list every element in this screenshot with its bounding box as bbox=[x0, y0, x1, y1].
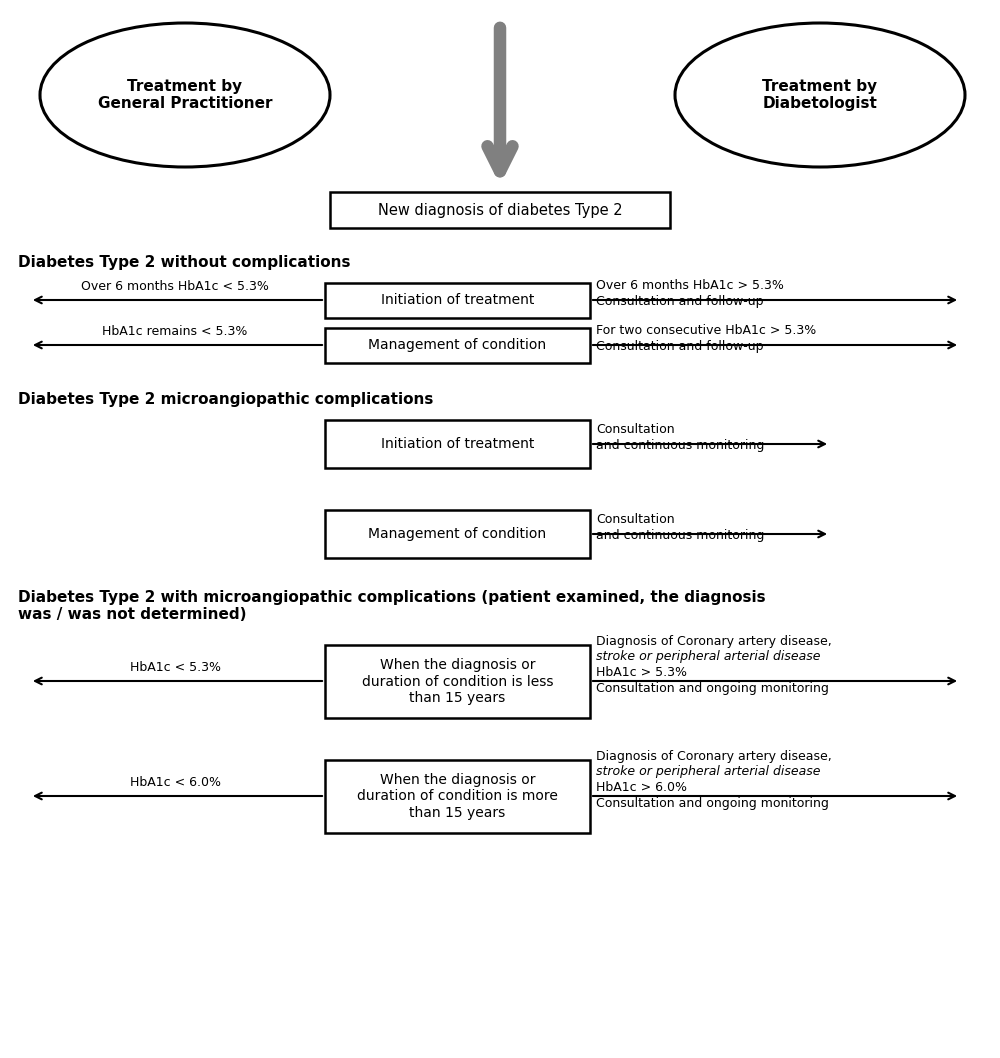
Text: Over 6 months HbA1c > 5.3%: Over 6 months HbA1c > 5.3% bbox=[596, 279, 784, 292]
Text: Diagnosis of Coronary artery disease,: Diagnosis of Coronary artery disease, bbox=[596, 750, 832, 763]
Text: stroke or peripheral arterial disease: stroke or peripheral arterial disease bbox=[596, 765, 820, 778]
Text: Initiation of treatment: Initiation of treatment bbox=[381, 437, 534, 451]
Text: Consultation and follow-up: Consultation and follow-up bbox=[596, 340, 764, 353]
Text: Consultation and ongoing monitoring: Consultation and ongoing monitoring bbox=[596, 797, 829, 810]
Bar bbox=[325, 645, 590, 718]
Bar bbox=[330, 191, 670, 229]
Bar bbox=[325, 510, 590, 558]
Bar bbox=[325, 328, 590, 363]
Text: Consultation and follow-up: Consultation and follow-up bbox=[596, 295, 764, 308]
Text: When the diagnosis or
duration of condition is less
than 15 years: When the diagnosis or duration of condit… bbox=[362, 658, 553, 705]
Text: Consultation: Consultation bbox=[596, 423, 675, 436]
Text: Management of condition: Management of condition bbox=[368, 527, 547, 541]
Text: stroke or peripheral arterial disease: stroke or peripheral arterial disease bbox=[596, 650, 820, 663]
Text: HbA1c > 5.3%: HbA1c > 5.3% bbox=[596, 665, 687, 679]
Text: Over 6 months HbA1c < 5.3%: Over 6 months HbA1c < 5.3% bbox=[81, 280, 269, 293]
Text: Initiation of treatment: Initiation of treatment bbox=[381, 293, 534, 308]
Bar bbox=[325, 282, 590, 318]
Text: Diabetes Type 2 microangiopathic complications: Diabetes Type 2 microangiopathic complic… bbox=[18, 393, 433, 407]
Text: Diabetes Type 2 with microangiopathic complications (patient examined, the diagn: Diabetes Type 2 with microangiopathic co… bbox=[18, 590, 766, 622]
Text: and continuous monitoring: and continuous monitoring bbox=[596, 439, 764, 452]
Text: Treatment by
General Practitioner: Treatment by General Practitioner bbox=[98, 78, 272, 111]
Text: Management of condition: Management of condition bbox=[368, 339, 547, 352]
Text: When the diagnosis or
duration of condition is more
than 15 years: When the diagnosis or duration of condit… bbox=[357, 773, 558, 820]
Text: Consultation: Consultation bbox=[596, 513, 675, 526]
Text: HbA1c > 6.0%: HbA1c > 6.0% bbox=[596, 781, 687, 794]
Text: HbA1c remains < 5.3%: HbA1c remains < 5.3% bbox=[102, 325, 248, 338]
Text: HbA1c < 5.3%: HbA1c < 5.3% bbox=[130, 661, 220, 674]
Text: HbA1c < 6.0%: HbA1c < 6.0% bbox=[130, 776, 220, 789]
Text: Consultation and ongoing monitoring: Consultation and ongoing monitoring bbox=[596, 682, 829, 695]
Text: Diabetes Type 2 without complications: Diabetes Type 2 without complications bbox=[18, 255, 351, 270]
Text: Treatment by
Diabetologist: Treatment by Diabetologist bbox=[762, 78, 878, 111]
Text: Diagnosis of Coronary artery disease,: Diagnosis of Coronary artery disease, bbox=[596, 635, 832, 647]
Text: New diagnosis of diabetes Type 2: New diagnosis of diabetes Type 2 bbox=[378, 202, 622, 218]
Text: and continuous monitoring: and continuous monitoring bbox=[596, 529, 764, 542]
Bar bbox=[325, 420, 590, 468]
Bar bbox=[325, 760, 590, 833]
Text: For two consecutive HbA1c > 5.3%: For two consecutive HbA1c > 5.3% bbox=[596, 324, 816, 338]
